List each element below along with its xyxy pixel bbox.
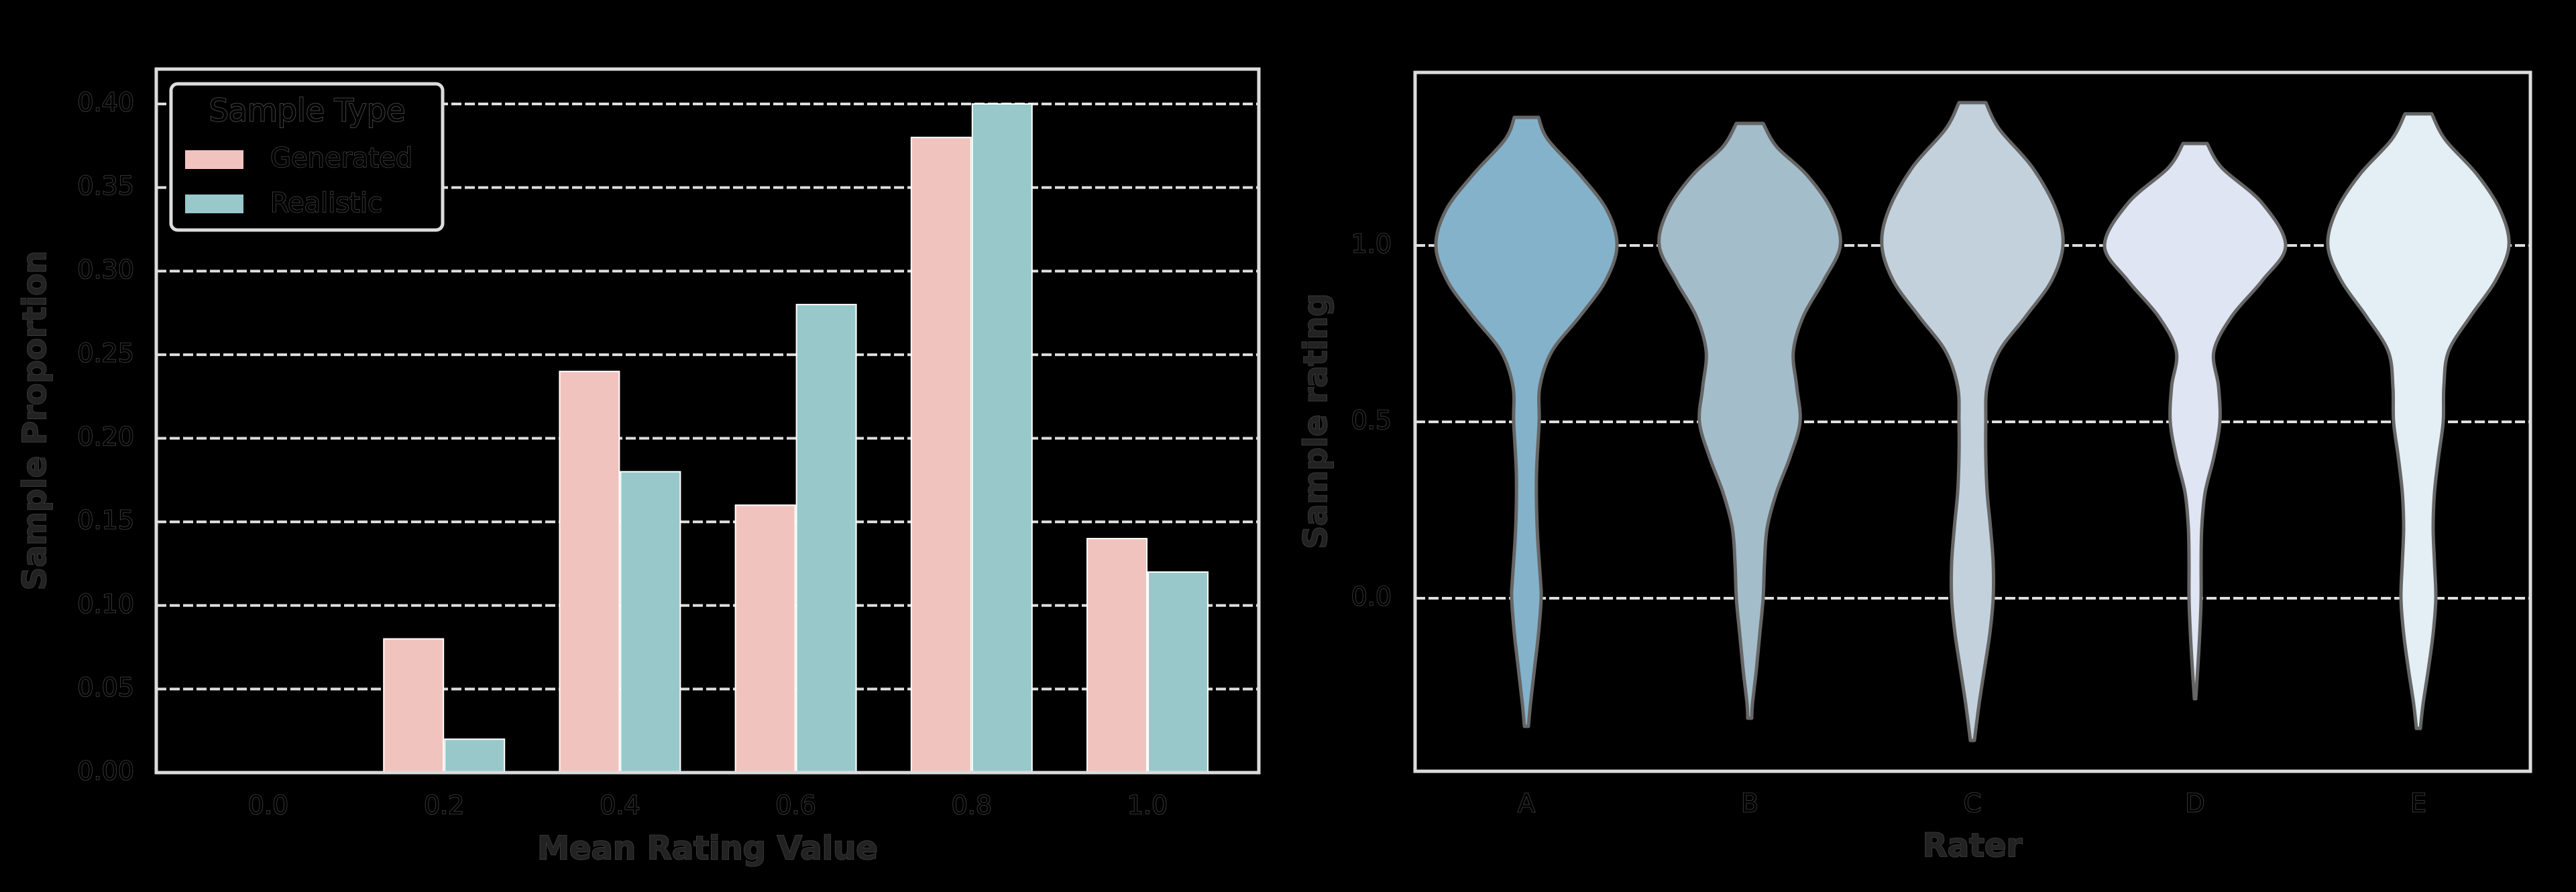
x-tick-label: 0.4 [600,791,640,820]
x-tick-label: A [1518,789,1535,818]
violin-chart-y-axis-label: Sample rating [1297,293,1335,549]
x-tick-label: 0.6 [775,791,816,820]
x-tick-label: D [2185,789,2204,818]
bar-generated-0.2 [383,638,445,773]
y-tick-label: 0.25 [77,338,134,368]
violin-D [2103,142,2288,701]
y-tick-label: 0.35 [77,171,134,201]
legend-box [169,82,445,232]
x-tick-label: 1.0 [1127,791,1168,820]
bar-generated-0.6 [734,504,796,773]
violin-chart-frame [1413,70,2532,773]
bar-chart-panel: 0.00 0.05 0.10 0.15 0.20 0.25 0.30 0.35 0.40 0.0… [15,67,1261,868]
y-tick-label: 0.0 [1351,582,1392,612]
bar-realistic-1.0 [1147,571,1209,774]
violin-chart-x-ticks: A B C D E [1517,788,2427,819]
y-tick-label: 0.5 [1351,406,1392,435]
x-tick-label: 0.8 [952,791,992,820]
bar-chart-y-ticks: 0.00 0.05 0.10 0.15 0.20 0.25 0.30 0.35 0.40 [77,87,135,787]
y-tick-label: 0.30 [77,255,134,284]
violin-A [1434,115,1619,728]
y-tick-label: 1.0 [1351,229,1392,259]
x-tick-label: 0.0 [248,791,288,820]
bar-chart-bars [383,103,1209,774]
y-tick-label: 0.05 [77,673,134,702]
y-tick-label: 0.10 [77,589,134,618]
legend-swatch-realistic [185,194,243,213]
x-tick-label: B [1741,789,1758,818]
violin-chart-panel: 0.0 0.5 1.0 A B C D E Sample rating Rater [1296,70,2532,865]
violin-chart-x-axis-label: Rater [1923,827,2023,865]
y-tick-label: 0.40 [77,88,134,117]
x-tick-label: C [1964,789,1982,818]
x-tick-label: 0.2 [424,791,464,820]
violin-chart-violins [1434,101,2511,742]
legend-label-generated: Generated [270,143,412,174]
legend-label-realistic: Realistic [270,188,382,219]
violin-E [2326,112,2511,730]
violin-chart-y-ticks: 0.0 0.5 1.0 [1351,229,1392,612]
violin-B [1657,121,1842,720]
bar-chart-y-axis-label: Sample Proportion [16,251,54,590]
y-tick-label: 0.20 [77,422,134,451]
bar-generated-0.8 [910,136,972,774]
legend-swatch-generated [185,150,243,169]
bar-generated-1.0 [1086,538,1147,773]
x-tick-label: E [2410,789,2426,818]
violin-C [1880,101,2065,742]
bar-chart-frame [154,67,1261,775]
bar-chart-x-axis-label: Mean Rating Value [537,830,878,867]
bar-realistic-0.6 [795,304,857,774]
legend-title: Sample Type [209,93,406,129]
bar-chart-legend: Sample Type Generated Realistic [169,82,445,232]
bar-realistic-0.2 [444,738,506,774]
bar-generated-0.4 [559,370,620,773]
y-tick-label: 0.00 [77,757,134,786]
bar-realistic-0.8 [971,103,1033,773]
bar-realistic-0.4 [620,471,681,773]
bar-chart-x-ticks: 0.0 0.2 0.4 0.6 0.8 1.0 [247,790,1168,821]
y-tick-label: 0.15 [77,506,134,535]
